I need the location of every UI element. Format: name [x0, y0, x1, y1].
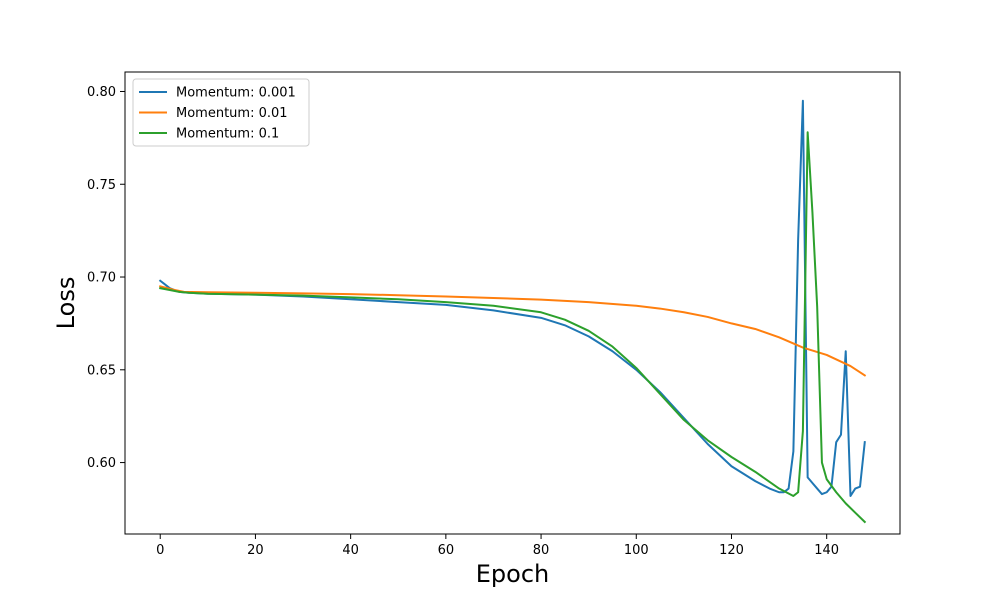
y-tick-label: 0.80	[87, 85, 116, 100]
legend-label-2: Momentum: 0.01	[176, 106, 288, 121]
legend-label-3: Momentum: 0.1	[176, 127, 279, 142]
y-tick-label: 0.70	[87, 271, 116, 286]
series-layer	[158, 99, 867, 524]
series-line-3	[159, 131, 867, 524]
y-tick-label: 0.75	[87, 178, 116, 193]
x-tick-label: 40	[342, 543, 359, 558]
x-tick-label: 80	[533, 543, 550, 558]
x-axis: 0 20 40 60 80 100 120 140	[156, 534, 839, 558]
y-axis: 0.60 0.65 0.70 0.75 0.80	[87, 85, 125, 471]
x-tick-label: 0	[156, 543, 164, 558]
x-tick-label: 20	[247, 543, 264, 558]
series-line-2	[159, 285, 867, 377]
x-tick-label: 100	[624, 543, 649, 558]
legend: Momentum: 0.001 Momentum: 0.01 Momentum: 0…	[132, 78, 310, 147]
legend-label-1: Momentum: 0.001	[176, 86, 296, 101]
y-axis-label: Loss	[52, 277, 80, 330]
x-axis-label: Epoch	[476, 560, 550, 588]
plot-area	[124, 71, 901, 535]
x-tick-label: 60	[438, 543, 455, 558]
x-tick-label: 140	[814, 543, 839, 558]
y-tick-label: 0.60	[87, 456, 116, 471]
legend-box	[132, 78, 310, 147]
y-tick-label: 0.65	[87, 363, 116, 378]
x-tick-label: 120	[719, 543, 744, 558]
plot-frame	[124, 71, 901, 535]
